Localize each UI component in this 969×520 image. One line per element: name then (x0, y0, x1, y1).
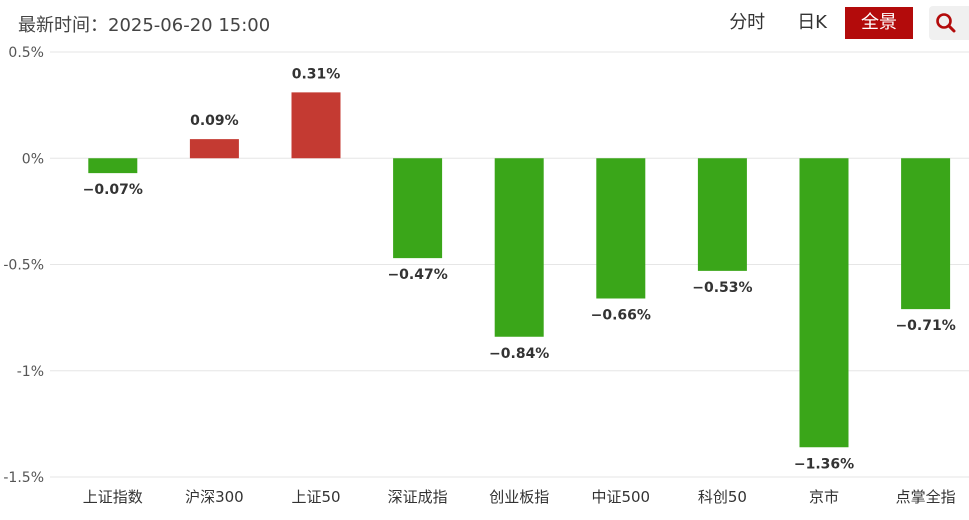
data-label: −1.36% (794, 456, 854, 472)
bar (697, 158, 747, 271)
bar (88, 158, 138, 174)
data-labels: −0.07% 0.09% 0.31% −0.47% −0.84% −0.66% −0.53%… (83, 66, 956, 472)
x-tick-label: 深证成指 (388, 488, 448, 506)
x-tick-label: 京市 (809, 488, 839, 506)
data-label: −0.47% (387, 267, 447, 283)
data-label: −0.66% (591, 308, 651, 324)
bar (291, 92, 341, 159)
y-tick-label: 0.5% (8, 45, 44, 61)
tab-overview[interactable]: 全景 (845, 7, 913, 39)
y-axis-labels: 0.5% 0% -0.5% -1% -1.5% (3, 45, 44, 486)
tab-intraday[interactable]: 分时 (729, 12, 766, 33)
x-tick-label: 点掌全指 (896, 488, 956, 506)
bar (494, 158, 544, 337)
bar (799, 158, 849, 448)
x-axis-labels: 上证指数 沪深300 上证50 深证成指 创业板指 中证500 科创50 京市 点掌全指 (83, 488, 956, 506)
view-tabs: 分时 日K 全景 (711, 6, 969, 40)
bar (596, 158, 646, 299)
search-icon (936, 13, 956, 33)
y-tick-label: -0.5% (3, 258, 44, 274)
data-label: −0.84% (489, 346, 549, 362)
y-tick-label: 0% (22, 151, 44, 167)
chart-header: 最新时间：2025-06-20 15:00 分时 日K 全景 (0, 0, 969, 44)
data-label: 0.31% (292, 66, 341, 82)
bar (393, 158, 443, 259)
bar (189, 139, 239, 159)
data-label: −0.53% (692, 280, 752, 296)
y-tick-label: -1.5% (3, 470, 44, 486)
tab-daily-k[interactable]: 日K (797, 12, 827, 33)
data-label: −0.07% (83, 182, 143, 198)
update-time: 最新时间：2025-06-20 15:00 (18, 15, 271, 36)
x-tick-label: 科创50 (698, 488, 747, 506)
x-tick-label: 上证指数 (83, 488, 143, 506)
data-label: −0.71% (895, 318, 955, 334)
bar (901, 158, 951, 310)
x-tick-label: 创业板指 (489, 488, 549, 506)
x-tick-label: 上证50 (291, 488, 340, 506)
x-tick-label: 沪深300 (185, 488, 244, 506)
y-tick-label: -1% (17, 364, 44, 380)
data-label: 0.09% (190, 113, 239, 129)
search-button[interactable] (929, 6, 969, 40)
x-tick-label: 中证500 (591, 488, 650, 506)
bars (88, 92, 951, 448)
